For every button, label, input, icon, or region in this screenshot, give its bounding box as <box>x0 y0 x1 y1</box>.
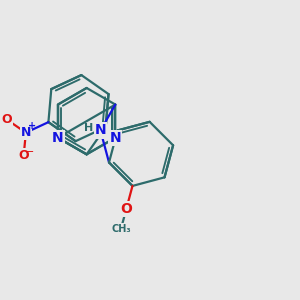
Text: H: H <box>84 122 93 133</box>
Text: N: N <box>52 131 64 145</box>
Text: O: O <box>120 202 132 216</box>
Text: N: N <box>21 126 31 139</box>
Text: +: + <box>28 121 36 131</box>
Text: O: O <box>18 149 29 162</box>
Text: O: O <box>2 113 12 126</box>
Text: −: − <box>25 147 35 157</box>
Text: N: N <box>110 131 121 145</box>
Text: CH₃: CH₃ <box>111 224 131 234</box>
Text: N: N <box>94 123 106 137</box>
